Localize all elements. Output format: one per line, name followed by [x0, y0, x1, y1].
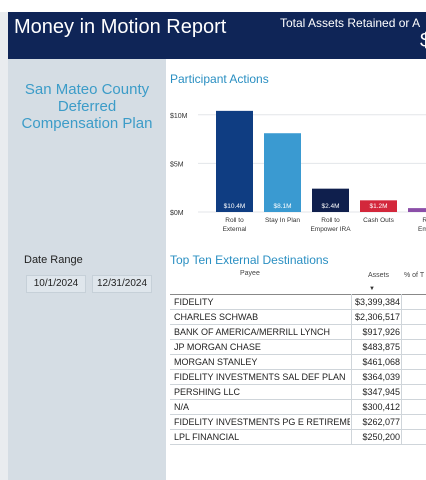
x-tick-label: Empo [418, 226, 426, 233]
left-margin-strip [0, 12, 8, 480]
column-divider [401, 294, 402, 444]
bar-data-label: $8.1M [273, 203, 291, 210]
bar[interactable] [216, 110, 253, 212]
x-tick-label: Roll to [321, 217, 340, 224]
bar[interactable] [312, 188, 349, 212]
payee-cell: PERSHING LLC [174, 387, 241, 397]
assets-cell: $483,875 [362, 342, 400, 352]
assets-column-header[interactable]: Assets [368, 272, 390, 279]
assets-cell: $262,077 [362, 417, 400, 427]
plan-name-line: Deferred [57, 98, 117, 115]
assets-cell: $347,945 [362, 387, 400, 397]
y-tick-label: $0M [170, 210, 184, 217]
table-row[interactable]: CHARLES SCHWAB $2,306,517 [170, 310, 426, 325]
payee-cell: FIDELITY INVESTMENTS PG E RETIREMEN [174, 417, 350, 427]
start-date-input[interactable]: 10/1/2024 [26, 275, 86, 293]
header-divider [170, 294, 426, 295]
table-row[interactable]: FIDELITY INVESTMENTS SAL DEF PLAN $364,03… [170, 370, 426, 385]
bar-data-label: $2.4M [321, 203, 339, 210]
payee-cell: LPL FINANCIAL [174, 432, 240, 442]
bar-data-label: $1.2M [369, 203, 387, 210]
sort-desc-icon: ▼ [369, 286, 375, 292]
assets-cell: $364,039 [362, 372, 400, 382]
assets-cell: $3,399,384 [354, 297, 400, 307]
total-assets-label: Total Assets Retained or A [280, 16, 421, 30]
payee-cell: FIDELITY INVESTMENTS SAL DEF PLAN [174, 372, 346, 382]
table-row[interactable]: FIDELITY INVESTMENTS PG E RETIREMEN $262,… [170, 415, 426, 430]
participant-actions-title: Participant Actions [170, 72, 269, 86]
x-tick-label: Roll to [225, 217, 244, 224]
table-row[interactable]: JP MORGAN CHASE $483,875 [170, 340, 426, 355]
top-ten-title: Top Ten External Destinations [170, 253, 329, 267]
bar-data-label: $10.4M [224, 203, 246, 210]
assets-cell: $461,068 [362, 357, 400, 367]
payee-cell: N/A [174, 402, 190, 412]
table-row[interactable]: LPL FINANCIAL $250,200 [170, 430, 426, 445]
payee-cell: BANK OF AMERICA/MERRILL LYNCH [174, 327, 331, 337]
assets-cell: $250,200 [362, 432, 400, 442]
payee-cell: JP MORGAN CHASE [174, 342, 261, 352]
table-row[interactable]: N/A $300,412 [170, 400, 426, 415]
percent-column-header[interactable]: % of T [404, 272, 425, 279]
report-header: Money in Motion Report Total Assets Reta… [8, 12, 426, 59]
payee-cell: MORGAN STANLEY [174, 357, 258, 367]
x-tick-label: Cash Outs [363, 217, 394, 224]
end-date-input[interactable]: 12/31/2024 [92, 275, 152, 293]
table-row[interactable]: PERSHING LLC $347,945 [170, 385, 426, 400]
bar[interactable] [360, 200, 397, 212]
payee-column-header[interactable]: Payee [240, 270, 260, 277]
assets-cell: $2,306,517 [354, 312, 400, 322]
bar[interactable] [408, 208, 426, 212]
payee-cell: CHARLES SCHWAB [174, 312, 259, 322]
bar[interactable] [264, 133, 301, 212]
column-divider [351, 294, 352, 444]
y-tick-label: $10M [170, 113, 188, 120]
plan-name-line: San Mateo County [24, 81, 150, 98]
assets-cell: $300,412 [362, 402, 400, 412]
table-row[interactable]: BANK OF AMERICA/MERRILL LYNCH $917,926 [170, 325, 426, 340]
assets-cell: $917,926 [362, 327, 400, 337]
filter-sidebar: San Mateo County Deferred Compensation P… [8, 59, 166, 480]
x-tick-label: Empower IRA [310, 226, 351, 233]
report-title: Money in Motion Report [14, 16, 227, 38]
date-range-label: Date Range [24, 254, 83, 266]
total-assets-value: $ [420, 30, 426, 52]
x-tick-label: Ro [422, 217, 426, 224]
payee-cell: FIDELITY [174, 297, 214, 307]
table-row[interactable]: MORGAN STANLEY $461,068 [170, 355, 426, 370]
plan-name-line: Compensation Plan [21, 115, 153, 132]
x-tick-label: External [223, 226, 247, 233]
y-tick-label: $5M [170, 161, 184, 168]
table-row[interactable]: FIDELITY $3,399,384 [170, 295, 426, 310]
plan-name: San Mateo County Deferred Compensation P… [8, 81, 166, 132]
participant-actions-chart: $0M $5M $10M $10.4M Roll to External $8.1M Stay… [170, 110, 426, 233]
x-tick-label: Stay In Plan [265, 217, 300, 224]
